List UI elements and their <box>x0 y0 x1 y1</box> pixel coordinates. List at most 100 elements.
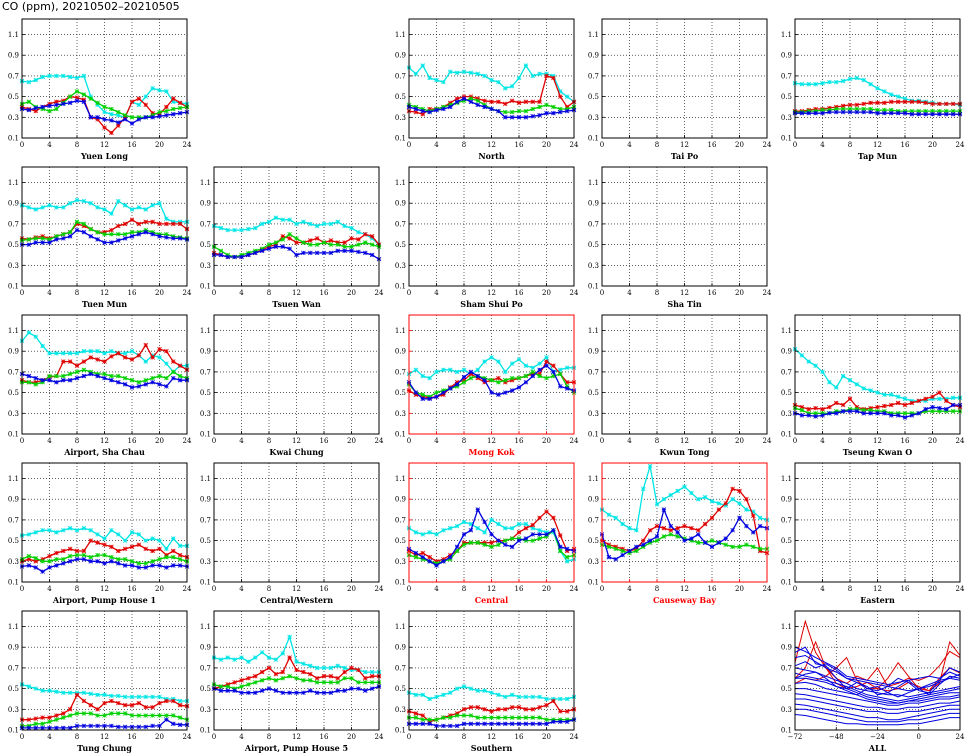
y-tick-label: 0.9 <box>588 496 599 504</box>
x-tick-label: 20 <box>542 289 551 297</box>
data-point-cyan <box>413 367 419 373</box>
x-tick-label: 12 <box>487 733 496 741</box>
data-point-cyan <box>551 530 556 535</box>
data-point-blue <box>557 544 563 550</box>
data-point-cyan <box>109 211 114 216</box>
data-point-green <box>606 544 612 550</box>
data-point-cyan <box>502 369 508 375</box>
y-tick-label: 0.5 <box>781 685 792 693</box>
data-point-cyan <box>164 546 169 552</box>
data-point-red <box>482 540 487 545</box>
y-tick-label: 0.7 <box>200 516 211 524</box>
data-point-cyan <box>218 225 224 231</box>
x-tick-label: 8 <box>75 141 79 149</box>
x-tick-label: 4 <box>434 733 439 741</box>
x-tick-label: 0 <box>407 585 411 593</box>
panel-label: Tap Mun <box>858 151 897 161</box>
data-point-blue <box>447 104 453 110</box>
data-point-green <box>502 538 508 543</box>
data-point-blue <box>737 515 742 521</box>
data-point-green <box>115 109 121 115</box>
data-point-cyan <box>109 348 114 354</box>
data-point-blue <box>689 536 694 541</box>
y-tick-label: 0.7 <box>781 664 792 672</box>
data-point-cyan <box>95 348 100 354</box>
data-point-red <box>349 665 354 671</box>
data-point-green <box>709 538 715 543</box>
data-point-red <box>232 680 237 685</box>
data-point-blue <box>441 559 446 564</box>
data-point-red <box>833 104 839 110</box>
data-point-red <box>95 117 100 122</box>
data-point-red <box>668 527 674 533</box>
data-point-cyan <box>654 502 660 507</box>
x-tick-label: 0 <box>20 141 24 149</box>
data-point-red <box>280 669 286 675</box>
data-point-blue <box>67 725 73 731</box>
data-point-blue <box>150 723 155 729</box>
data-point-cyan <box>60 205 66 210</box>
data-point-red <box>551 515 556 521</box>
data-point-red <box>170 221 176 227</box>
data-point-blue <box>129 234 135 239</box>
data-point-green <box>434 717 439 722</box>
panel-label: Kwai Chung <box>269 447 324 457</box>
y-tick-label: 0.7 <box>395 664 406 672</box>
series-line-blue <box>21 373 187 389</box>
data-point-green <box>239 252 244 258</box>
data-point-red <box>516 530 522 535</box>
data-point-green <box>737 544 742 550</box>
data-point-red <box>750 513 756 519</box>
data-point-blue <box>530 532 536 537</box>
data-point-blue <box>682 538 687 543</box>
data-point-cyan <box>33 207 39 212</box>
data-point-cyan <box>40 688 45 693</box>
x-tick-label: 4 <box>434 437 439 445</box>
data-point-blue <box>523 721 529 727</box>
data-point-blue <box>170 236 176 241</box>
data-point-green <box>369 680 375 685</box>
data-point-blue <box>122 563 128 568</box>
data-point-cyan <box>468 70 474 76</box>
x-tick-label: 20 <box>542 733 551 741</box>
x-tick-label: 16 <box>515 733 524 741</box>
y-tick-label: 0.3 <box>588 410 599 418</box>
data-point-red <box>335 240 341 245</box>
x-tick-label: 16 <box>515 585 524 593</box>
data-point-blue <box>413 721 419 727</box>
data-point-red <box>502 101 508 107</box>
data-point-blue <box>523 536 529 541</box>
y-tick-label: 0.7 <box>588 220 599 228</box>
data-point-green <box>427 394 432 400</box>
y-tick-label: 0.7 <box>200 664 211 672</box>
data-point-red <box>537 99 542 105</box>
data-point-blue <box>349 686 354 691</box>
data-point-green <box>689 538 694 543</box>
data-point-cyan <box>847 76 853 82</box>
data-point-blue <box>454 382 460 387</box>
data-point-red <box>516 100 522 106</box>
x-tick-label: 0 <box>600 585 604 593</box>
y-tick-label: 0.5 <box>8 93 19 101</box>
data-point-blue <box>847 109 853 115</box>
data-point-red <box>854 404 860 410</box>
x-tick-label: 12 <box>100 289 109 297</box>
data-point-red <box>847 102 853 108</box>
data-point-blue <box>362 250 368 256</box>
data-point-green <box>923 108 928 114</box>
data-point-blue <box>923 111 928 117</box>
data-point-red <box>557 94 563 99</box>
data-point-red <box>170 96 176 101</box>
data-point-blue <box>136 724 142 730</box>
y-tick-label: 0.7 <box>8 664 19 672</box>
data-point-green <box>129 377 135 383</box>
data-point-cyan <box>33 530 39 535</box>
data-point-blue <box>675 530 680 535</box>
x-tick-label: 20 <box>735 437 744 445</box>
data-point-red <box>427 719 432 725</box>
data-point-cyan <box>799 81 805 87</box>
data-point-blue <box>888 110 894 116</box>
x-tick-label: 0 <box>20 733 24 741</box>
